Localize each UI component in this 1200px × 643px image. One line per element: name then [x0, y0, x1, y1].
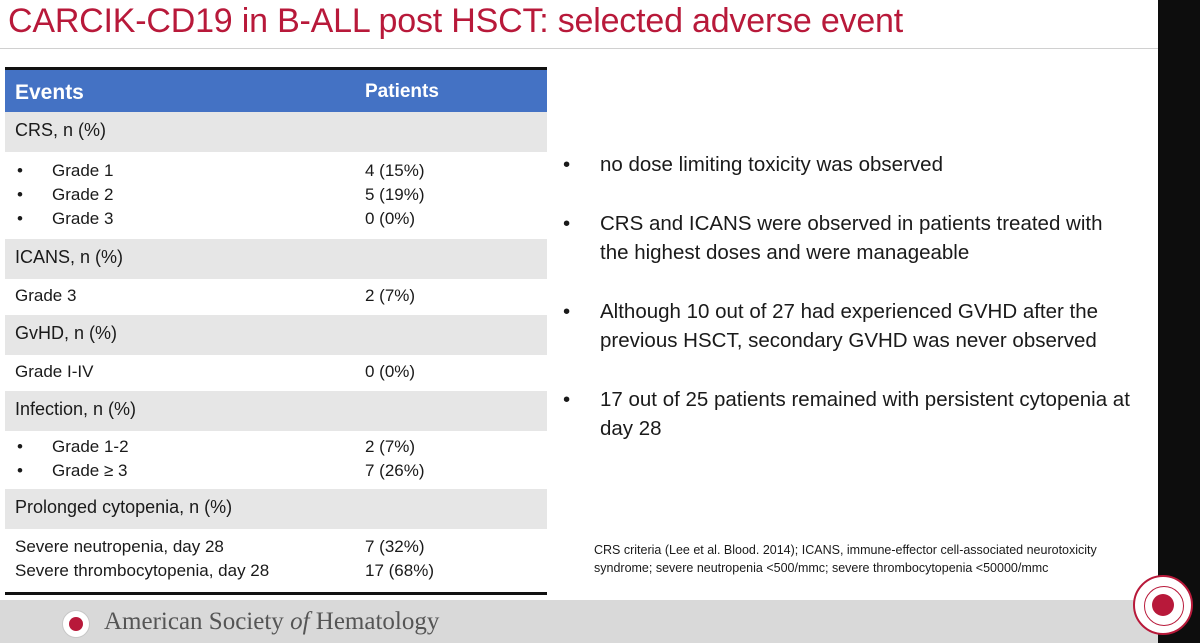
- title-divider: [0, 48, 1158, 49]
- ash-logo-icon: [62, 610, 90, 638]
- bullet-text: 17 out of 25 patients remained with pers…: [600, 388, 1130, 440]
- row-label: Grade 1: [52, 161, 114, 180]
- row-label: Grade I-IV: [15, 362, 94, 381]
- section-label: Infection, n (%): [15, 399, 137, 419]
- bullet-icon: •: [563, 212, 571, 235]
- slide: CARCIK-CD19 in B-ALL post HSCT: selected…: [0, 2, 1158, 595]
- list-item: • no dose limiting toxicity was observed: [563, 150, 1133, 179]
- list-item: • 17 out of 25 patients remained with per…: [563, 385, 1133, 443]
- row-value: 17 (68%): [365, 561, 434, 580]
- footer-org-name: American Society of Hematology: [104, 608, 439, 636]
- header-patients: Patients: [365, 81, 439, 102]
- right-edge-band: [1158, 0, 1200, 643]
- section-infection-rows: • Grade 1-2 2 (7%) • Grade ≥ 3 7 (26%): [5, 431, 547, 489]
- table-bottom-rule: [5, 592, 547, 595]
- footer-bar: [0, 600, 1158, 643]
- section-icans-rows: Grade 3 2 (7%): [5, 279, 547, 315]
- row-value: 7 (26%): [365, 461, 425, 480]
- ash-seal-icon: [1133, 575, 1193, 635]
- header-events: Events: [15, 81, 84, 104]
- row-label: Grade ≥ 3: [52, 461, 128, 480]
- footnote: CRS criteria (Lee et al. Blood. 2014); I…: [594, 543, 1097, 575]
- row-label: Grade 1-2: [52, 437, 129, 456]
- bullet-text: CRS and ICANS were observed in patients …: [600, 212, 1103, 264]
- org-name-part: American Society: [104, 608, 291, 635]
- table-row: • Grade 1 4 (15%): [5, 160, 547, 184]
- bullet-icon: •: [17, 161, 23, 180]
- row-value: 2 (7%): [365, 437, 416, 456]
- row-value: 4 (15%): [365, 161, 425, 180]
- bullet-icon: •: [563, 153, 571, 176]
- section-gvhd: GvHD, n (%): [5, 315, 547, 355]
- section-label: CRS, n (%): [15, 120, 107, 140]
- list-item: • Although 10 out of 27 had experienced G…: [563, 297, 1133, 355]
- row-value: 0 (0%): [365, 209, 416, 228]
- section-cytopenia-rows: Severe neutropenia, day 28 7 (32%) Severe…: [5, 529, 547, 592]
- table-row: • Grade ≥ 3 7 (26%): [5, 460, 547, 484]
- section-crs-rows: • Grade 1 4 (15%) • Grade 2 5 (19%) • Grade 3…: [5, 152, 547, 239]
- row-value: 2 (7%): [365, 286, 416, 305]
- bullet-icon: •: [17, 437, 23, 456]
- section-infection: Infection, n (%): [5, 391, 547, 431]
- row-value: 5 (19%): [365, 185, 425, 204]
- table-header: Events Patients: [5, 70, 547, 112]
- bullet-icon: •: [563, 300, 571, 323]
- table-row: • Grade 2 5 (19%): [5, 184, 547, 208]
- table-row: • Grade 1-2 2 (7%): [5, 436, 547, 460]
- table-row: Grade I-IV 0 (0%): [5, 361, 547, 385]
- org-name-of: of: [290, 608, 310, 635]
- section-crs: CRS, n (%): [5, 112, 547, 152]
- table-row: Grade 3 2 (7%): [5, 285, 547, 309]
- section-icans: ICANS, n (%): [5, 239, 547, 279]
- row-label: Grade 3: [15, 286, 77, 305]
- section-label: GvHD, n (%): [15, 323, 118, 343]
- section-label: Prolonged cytopenia, n (%): [15, 497, 233, 517]
- org-name-part: Hematology: [309, 608, 440, 635]
- bullet-icon: •: [17, 209, 23, 228]
- table-row: Severe neutropenia, day 28 7 (32%): [5, 536, 547, 560]
- table-top-rule: [5, 67, 547, 70]
- bullet-text: no dose limiting toxicity was observed: [600, 153, 943, 176]
- row-label: Grade 3: [52, 209, 114, 228]
- row-label: Severe thrombocytopenia, day 28: [15, 561, 270, 580]
- section-gvhd-rows: Grade I-IV 0 (0%): [5, 355, 547, 391]
- slide-title: CARCIK-CD19 in B-ALL post HSCT: selected…: [8, 2, 903, 40]
- section-label: ICANS, n (%): [15, 247, 124, 267]
- list-item: • CRS and ICANS were observed in patients…: [563, 209, 1133, 267]
- adverse-events-table: Events Patients CRS, n (%) • Grade 1 4 (15…: [5, 67, 547, 595]
- summary-bullets: • no dose limiting toxicity was observed …: [563, 150, 1133, 473]
- table-row: • Grade 3 0 (0%): [5, 208, 547, 232]
- table-row: Severe thrombocytopenia, day 28 17 (68%): [5, 560, 547, 584]
- row-label: Grade 2: [52, 185, 114, 204]
- bullet-icon: •: [17, 185, 23, 204]
- bullet-icon: •: [17, 461, 23, 480]
- row-label: Severe neutropenia, day 28: [15, 537, 224, 556]
- section-cytopenia: Prolonged cytopenia, n (%): [5, 489, 547, 529]
- row-value: 0 (0%): [365, 362, 416, 381]
- row-value: 7 (32%): [365, 537, 425, 556]
- bullet-icon: •: [563, 388, 571, 411]
- bullet-text: Although 10 out of 27 had experienced GV…: [600, 300, 1099, 352]
